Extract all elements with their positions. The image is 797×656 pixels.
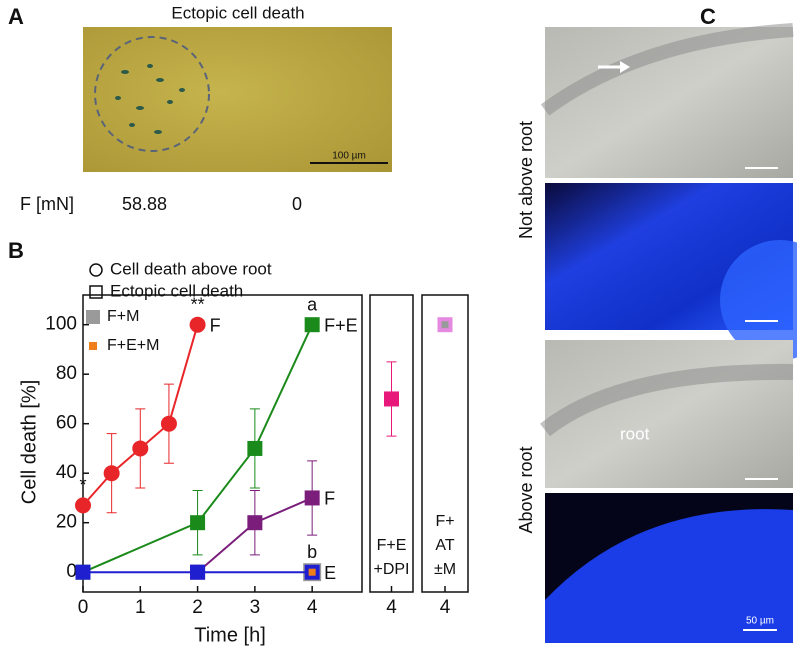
panel-label: A xyxy=(8,4,24,29)
legend-label: F+E+M xyxy=(107,337,159,354)
panel-condition: +DPI xyxy=(373,561,409,578)
tissue xyxy=(545,509,793,643)
marker xyxy=(189,316,206,333)
row-label: Above root xyxy=(516,446,536,533)
arrow-head xyxy=(620,61,630,73)
x-tick-label: 3 xyxy=(250,597,261,618)
y-tick-label: 0 xyxy=(66,561,77,582)
marker xyxy=(75,497,91,514)
marker xyxy=(247,515,263,531)
y-tick-label: 60 xyxy=(56,413,77,434)
point-label: ** xyxy=(191,294,205,314)
force-label: F [mN] xyxy=(20,194,74,214)
series-label: F xyxy=(210,315,221,335)
force-value: 0 xyxy=(292,194,302,214)
plot-frame xyxy=(82,294,363,593)
x-tick-label: 1 xyxy=(135,597,146,618)
point-label: * xyxy=(79,475,86,495)
x-tick-label: 4 xyxy=(386,597,397,618)
tissue xyxy=(540,363,794,437)
x-tick-label: 4 xyxy=(440,597,451,618)
series-label: F xyxy=(324,489,335,509)
row-label: Not above root xyxy=(516,121,536,239)
marker xyxy=(384,391,399,407)
panel-condition: F+E xyxy=(377,537,407,554)
y-tick-label: 40 xyxy=(56,462,77,483)
panel-condition: F+ xyxy=(435,513,454,530)
tissue xyxy=(540,23,794,116)
legend-label: Ectopic cell death xyxy=(110,281,243,300)
scale-label: 50 µm xyxy=(746,616,774,627)
marker xyxy=(160,415,177,432)
legend-marker xyxy=(89,342,97,350)
x-tick-label: 2 xyxy=(192,597,203,618)
marker xyxy=(132,440,149,457)
marker xyxy=(190,564,206,580)
micrograph xyxy=(83,27,392,172)
force-value: 58.88 xyxy=(122,194,167,214)
y-axis-label: Cell death [%] xyxy=(18,380,40,505)
marker xyxy=(247,440,263,456)
panel-condition: AT xyxy=(435,537,454,554)
marker xyxy=(190,515,206,531)
y-tick-label: 20 xyxy=(56,512,77,533)
y-tick-label: 100 xyxy=(45,314,77,335)
legend-label: Cell death above root xyxy=(110,259,272,278)
marker xyxy=(75,564,91,580)
panel-title: Ectopic cell death xyxy=(171,3,304,22)
panel-condition: ±M xyxy=(434,561,456,578)
root-label: root xyxy=(620,424,650,443)
legend-marker xyxy=(86,310,100,324)
marker xyxy=(308,568,316,576)
series-label: F+E xyxy=(324,315,358,335)
x-tick-label: 4 xyxy=(307,597,318,618)
series-line xyxy=(82,324,314,574)
chart: 0 20 40 60 80 100 0 1 2 3 4 Time [h] Cell death [%] C… xyxy=(18,259,469,646)
point-label: a xyxy=(307,294,318,314)
tissue xyxy=(720,240,797,360)
panel-label: B xyxy=(8,238,24,263)
panel-label: C xyxy=(700,4,716,29)
point-label: b xyxy=(307,542,317,562)
y-tick-label: 80 xyxy=(56,363,77,384)
marker xyxy=(304,317,320,333)
region-outline xyxy=(94,36,210,152)
series-label: E xyxy=(324,563,336,583)
dead-cells xyxy=(115,64,185,134)
marker xyxy=(441,321,449,329)
x-axis-label: Time [h] xyxy=(194,624,266,646)
marker xyxy=(304,490,320,506)
marker xyxy=(103,465,120,482)
legend-marker xyxy=(89,285,103,299)
x-tick-label: 0 xyxy=(78,597,89,618)
scale-label: 100 µm xyxy=(332,151,366,162)
legend-label: F+M xyxy=(107,308,139,325)
legend-marker xyxy=(89,263,103,277)
